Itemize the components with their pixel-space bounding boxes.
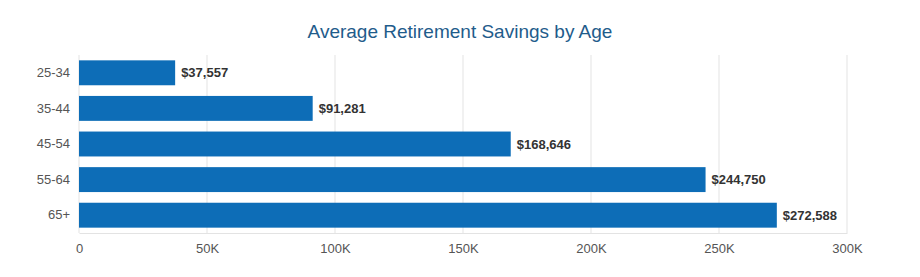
tick: 55-64: [37, 172, 79, 187]
bar: [79, 60, 175, 85]
data-label: $91,281: [319, 101, 366, 116]
data-label: $168,646: [517, 137, 571, 152]
grid: [79, 55, 847, 233]
tick: 250K: [704, 233, 735, 256]
tick-label: 250K: [704, 241, 735, 256]
tick-label: 35-44: [37, 101, 70, 116]
data-label: $272,588: [783, 208, 837, 223]
data-label: $37,557: [181, 65, 228, 80]
bar: [79, 203, 777, 228]
tick-label: 200K: [576, 241, 607, 256]
grid-line: [847, 55, 848, 233]
tick: 300K: [832, 233, 863, 256]
tick-label: 25-34: [37, 65, 70, 80]
tick: 65+: [48, 207, 79, 222]
tick: 25-34: [37, 65, 79, 80]
bars: [79, 60, 777, 227]
data-label: $244,750: [712, 172, 766, 187]
tick: 200K: [576, 233, 607, 256]
tick-label: 150K: [448, 241, 479, 256]
tick: 45-54: [37, 136, 79, 151]
tick: 50K: [196, 233, 219, 256]
tick-label: 0: [76, 241, 83, 256]
tick: 35-44: [37, 101, 79, 116]
tick-label: 300K: [832, 241, 863, 256]
tick: 150K: [448, 233, 479, 256]
tick-label: 55-64: [37, 172, 70, 187]
bar: [79, 132, 511, 157]
tick-label: 45-54: [37, 136, 70, 151]
chart: Average Retirement Savings by Age 0 50K 100…: [0, 0, 920, 277]
tick-label: 100K: [320, 241, 351, 256]
bar: [79, 96, 313, 121]
tick: 0: [76, 233, 83, 256]
tick: 100K: [320, 233, 351, 256]
y-axis: 25-34 35-44 45-54 55-64 65+: [37, 65, 79, 222]
tick-label: 65+: [48, 207, 70, 222]
data-labels: $37,557 $91,281 $168,646 $244,750 $272,588: [181, 65, 837, 222]
bar: [79, 167, 706, 192]
x-axis: 0 50K 100K 150K 200K 250K 300K: [76, 233, 863, 256]
tick-label: 50K: [196, 241, 219, 256]
title: Average Retirement Savings by Age: [308, 21, 613, 42]
axis-line: [80, 233, 848, 234]
